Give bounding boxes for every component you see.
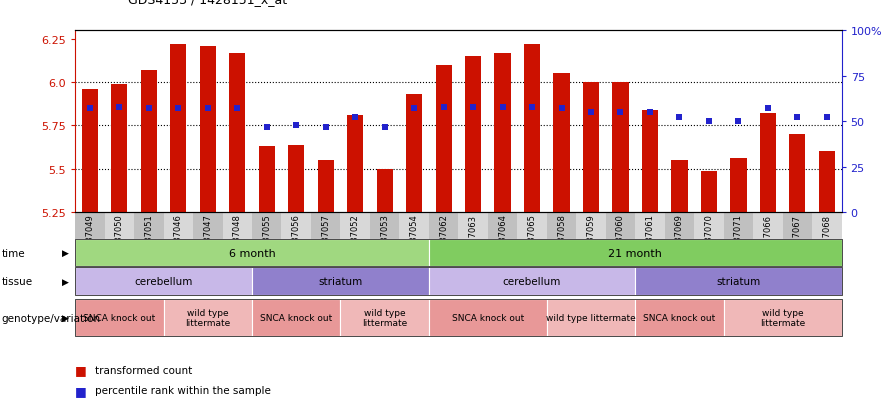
Bar [524, 45, 540, 213]
Bar [701, 171, 717, 213]
Bar [465, 57, 481, 213]
Bar [229, 53, 246, 213]
Text: striatum: striatum [318, 276, 362, 286]
Text: ■: ■ [75, 384, 87, 397]
Bar [347, 116, 363, 213]
Text: striatum: striatum [716, 276, 760, 286]
Bar [819, 152, 834, 213]
Bar [141, 71, 157, 213]
Bar [759, 114, 776, 213]
Text: wild type
littermate: wild type littermate [185, 309, 231, 328]
Text: 21 month: 21 month [608, 248, 662, 258]
Text: transformed count: transformed count [95, 365, 192, 375]
Text: SNCA knock out: SNCA knock out [260, 313, 332, 323]
Bar [406, 95, 423, 213]
Text: ▶: ▶ [62, 313, 69, 323]
Text: SNCA knock out: SNCA knock out [83, 313, 156, 323]
Bar [200, 47, 216, 213]
Text: time: time [2, 248, 26, 258]
Text: SNCA knock out: SNCA knock out [452, 313, 524, 323]
Bar [111, 85, 127, 213]
Bar [730, 159, 746, 213]
Text: genotype/variation: genotype/variation [2, 313, 101, 323]
Bar [613, 83, 629, 213]
Bar [789, 135, 805, 213]
Text: ▶: ▶ [62, 249, 69, 257]
Bar [317, 161, 334, 213]
Text: 6 month: 6 month [229, 248, 276, 258]
Bar [82, 90, 98, 213]
Text: SNCA knock out: SNCA knock out [644, 313, 715, 323]
Bar [436, 66, 452, 213]
Bar [494, 53, 511, 213]
Text: wild type
littermate: wild type littermate [760, 309, 805, 328]
Text: percentile rank within the sample: percentile rank within the sample [95, 385, 271, 395]
Text: wild type littermate: wild type littermate [546, 313, 636, 323]
Bar [171, 45, 187, 213]
Text: wild type
littermate: wild type littermate [362, 309, 408, 328]
Text: GDS4153 / 1428151_x_at: GDS4153 / 1428151_x_at [128, 0, 287, 6]
Bar [553, 74, 569, 213]
Text: tissue: tissue [2, 276, 33, 286]
Bar [377, 169, 392, 213]
Text: ■: ■ [75, 363, 87, 376]
Text: ▶: ▶ [62, 277, 69, 286]
Bar [259, 147, 275, 213]
Text: cerebellum: cerebellum [503, 276, 561, 286]
Bar [583, 83, 599, 213]
Text: cerebellum: cerebellum [134, 276, 193, 286]
Bar [288, 145, 304, 213]
Bar [642, 111, 658, 213]
Bar [671, 161, 688, 213]
